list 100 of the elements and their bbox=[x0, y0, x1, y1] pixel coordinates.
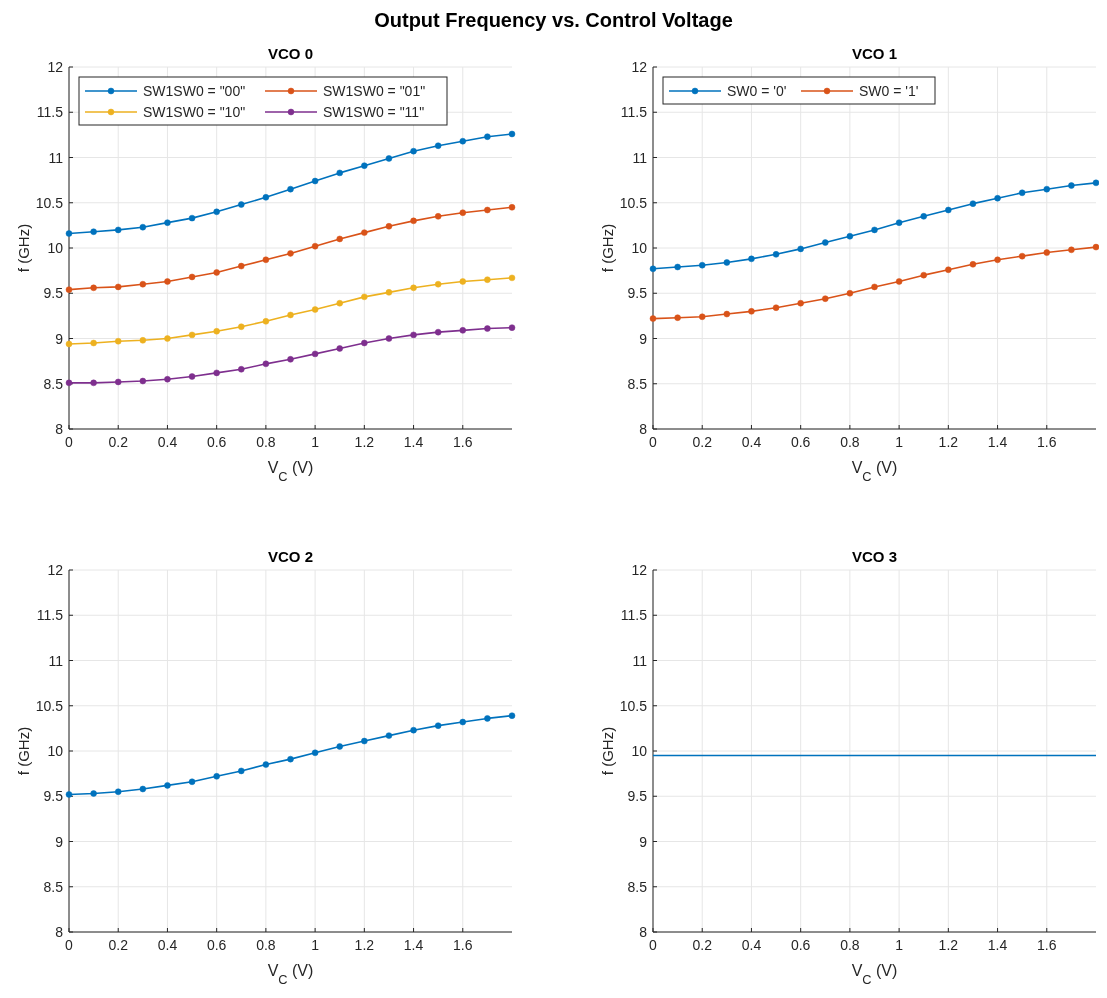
y-axis-title: f (GHz) bbox=[15, 726, 32, 776]
point bbox=[262, 256, 270, 263]
point bbox=[164, 335, 171, 342]
point bbox=[361, 162, 368, 169]
point bbox=[410, 331, 417, 339]
point bbox=[434, 142, 442, 149]
point bbox=[508, 274, 516, 282]
x-axis-title: V$_{C}$ (V) bbox=[267, 962, 314, 987]
point bbox=[1018, 189, 1026, 197]
point bbox=[508, 712, 516, 719]
x-tick-label: 1.2 bbox=[938, 937, 959, 953]
y-axis-title: f (GHz) bbox=[15, 223, 32, 273]
point bbox=[311, 749, 319, 757]
y-tick-label: 10 bbox=[631, 240, 648, 256]
point bbox=[434, 328, 442, 336]
legend-label: SW1SW0 = "00" bbox=[143, 83, 246, 99]
point bbox=[287, 755, 294, 763]
point bbox=[969, 200, 977, 207]
x-tick-label: 0.4 bbox=[741, 937, 762, 953]
x-tick-label: 1.2 bbox=[938, 434, 959, 450]
chart-title: VCO 0 bbox=[267, 45, 314, 62]
x-tick-label: 0.4 bbox=[741, 434, 762, 450]
point bbox=[139, 337, 147, 344]
point bbox=[871, 226, 878, 234]
y-tick-label: 10.5 bbox=[619, 194, 648, 211]
point bbox=[114, 378, 122, 386]
point bbox=[434, 280, 442, 288]
x-tick-label: 0.8 bbox=[256, 434, 276, 450]
point bbox=[188, 331, 196, 339]
y-tick-label: 11.5 bbox=[620, 607, 648, 624]
y-tick-label: 11.5 bbox=[620, 104, 648, 121]
x-tick-label: 0.6 bbox=[206, 434, 227, 450]
point bbox=[139, 785, 147, 793]
point bbox=[164, 278, 171, 285]
y-tick-label: 10.5 bbox=[619, 697, 648, 714]
point bbox=[336, 743, 343, 750]
point bbox=[1068, 182, 1075, 189]
point bbox=[459, 718, 467, 726]
point bbox=[797, 299, 804, 307]
point bbox=[114, 283, 122, 291]
point bbox=[114, 337, 122, 345]
point bbox=[434, 722, 442, 729]
point bbox=[65, 340, 73, 348]
point bbox=[213, 269, 220, 276]
point bbox=[797, 245, 804, 253]
point bbox=[698, 313, 706, 321]
x-tick-label: 0.6 bbox=[790, 434, 811, 450]
point bbox=[213, 328, 220, 335]
y-tick-label: 9.5 bbox=[627, 788, 648, 805]
x-tick-label: 0.2 bbox=[692, 434, 713, 450]
point bbox=[262, 194, 270, 201]
point bbox=[213, 208, 220, 216]
point bbox=[484, 715, 491, 722]
point bbox=[188, 273, 196, 281]
point bbox=[822, 295, 829, 302]
x-tick-label: 0.2 bbox=[108, 937, 129, 953]
point bbox=[164, 219, 171, 226]
y-tick-label: 9.5 bbox=[43, 788, 64, 805]
y-tick-label: 10.5 bbox=[35, 697, 64, 714]
point bbox=[238, 366, 245, 373]
legend-label: SW1SW0 = "01" bbox=[323, 83, 426, 99]
point bbox=[164, 376, 171, 383]
x-tick-label: 0.2 bbox=[692, 937, 713, 953]
y-tick-label: 10 bbox=[47, 743, 64, 759]
chart-title: VCO 2 bbox=[267, 548, 314, 565]
point bbox=[238, 262, 245, 270]
point bbox=[410, 284, 417, 292]
x-tick-label: 1.6 bbox=[453, 434, 473, 450]
point bbox=[723, 310, 731, 318]
point bbox=[90, 339, 97, 347]
y-tick-label: 8.5 bbox=[627, 878, 648, 895]
point bbox=[336, 299, 343, 307]
y-tick-label: 10.5 bbox=[35, 194, 64, 211]
point bbox=[994, 195, 1001, 202]
point bbox=[65, 379, 73, 387]
point bbox=[459, 327, 467, 334]
point bbox=[698, 261, 706, 269]
y-tick-label: 9.5 bbox=[627, 285, 648, 302]
text: Output Frequency vs. Control Voltage bbox=[374, 9, 733, 31]
x-tick-label: 1.4 bbox=[987, 434, 1008, 450]
point bbox=[65, 230, 73, 237]
point bbox=[361, 339, 368, 347]
x-tick-label: 1 bbox=[895, 937, 904, 953]
x-tick-label: 1.6 bbox=[1037, 937, 1057, 953]
point bbox=[336, 235, 343, 243]
x-tick-label: 1 bbox=[311, 434, 320, 450]
point bbox=[920, 213, 927, 220]
point bbox=[459, 137, 467, 145]
point bbox=[674, 263, 681, 271]
point bbox=[262, 761, 270, 768]
point bbox=[895, 219, 903, 226]
point bbox=[1018, 252, 1026, 260]
point bbox=[238, 767, 245, 775]
point bbox=[385, 732, 393, 739]
point bbox=[508, 130, 516, 138]
x-tick-label: 1.6 bbox=[1037, 434, 1057, 450]
point bbox=[336, 345, 343, 352]
point bbox=[484, 325, 491, 332]
y-tick-label: 11 bbox=[48, 652, 64, 669]
x-tick-label: 1.6 bbox=[453, 937, 473, 953]
